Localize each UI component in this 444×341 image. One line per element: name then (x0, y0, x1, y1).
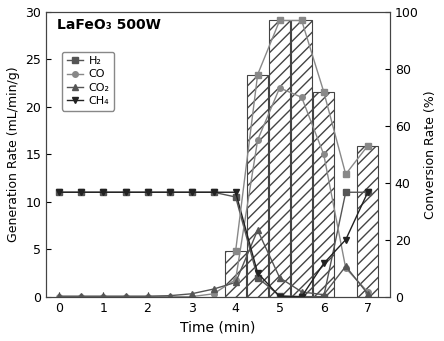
CO₂ (57, 294, 62, 298)
CH₄ (321, 262, 326, 266)
CO (233, 278, 238, 282)
Legend: H₂, CO, CO₂, CH₄: H₂, CO, CO₂, CH₄ (62, 52, 114, 110)
H₂ (255, 276, 260, 280)
CO₂ (321, 293, 326, 297)
H₂ (233, 195, 238, 199)
H₂ (299, 295, 304, 299)
CH₄ (233, 190, 238, 194)
H₂ (123, 190, 128, 194)
Line: H₂: H₂ (57, 190, 371, 299)
CH₄ (79, 190, 84, 194)
H₂ (365, 190, 370, 194)
CH₄ (189, 190, 194, 194)
CH₄ (101, 190, 106, 194)
CO (343, 266, 349, 270)
CO₂ (255, 228, 260, 232)
CO (57, 295, 62, 299)
H₂ (211, 190, 216, 194)
CO (145, 295, 150, 299)
CH₄ (277, 295, 282, 299)
H₂ (145, 190, 150, 194)
Bar (357, 146, 378, 297)
CH₄ (365, 190, 370, 194)
CO₂ (343, 264, 349, 268)
CH₄ (145, 190, 150, 194)
H₂ (321, 295, 326, 299)
CO₂ (101, 294, 106, 298)
CO (277, 86, 282, 90)
H₂ (277, 294, 282, 298)
Bar (225, 251, 246, 297)
CO₂ (233, 280, 238, 284)
CO₂ (189, 292, 194, 296)
CH₄ (211, 190, 216, 194)
CO (365, 290, 370, 294)
CO₂ (277, 276, 282, 280)
CO₂ (79, 294, 84, 298)
Bar (269, 20, 290, 297)
CO₂ (211, 287, 216, 291)
CH₄ (343, 238, 349, 242)
CO (255, 138, 260, 142)
CO₂ (123, 294, 128, 298)
H₂ (343, 190, 349, 194)
CH₄ (255, 271, 260, 275)
Line: CO₂: CO₂ (57, 227, 371, 299)
Text: LaFeO₃ 500W: LaFeO₃ 500W (56, 18, 160, 32)
X-axis label: Time (min): Time (min) (180, 320, 256, 334)
Bar (313, 92, 334, 297)
CH₄ (123, 190, 128, 194)
CO (79, 295, 84, 299)
Y-axis label: Conversion Rate (%): Conversion Rate (%) (424, 90, 437, 219)
CH₄ (57, 190, 62, 194)
CO₂ (145, 294, 150, 298)
CH₄ (167, 190, 172, 194)
CO₂ (299, 290, 304, 294)
CO (123, 295, 128, 299)
H₂ (79, 190, 84, 194)
CO₂ (365, 292, 370, 296)
Y-axis label: Generation Rate (mL/min/g): Generation Rate (mL/min/g) (7, 66, 20, 242)
H₂ (101, 190, 106, 194)
Bar (291, 20, 312, 297)
CO (299, 95, 304, 99)
CO (211, 292, 216, 296)
H₂ (57, 190, 62, 194)
CO (101, 295, 106, 299)
CH₄ (299, 295, 304, 299)
CO (167, 295, 172, 299)
H₂ (167, 190, 172, 194)
CO₂ (167, 294, 172, 298)
Line: CO: CO (57, 85, 371, 299)
CO (321, 152, 326, 156)
Bar (247, 75, 268, 297)
CO (189, 295, 194, 299)
H₂ (189, 190, 194, 194)
Line: CH₄: CH₄ (56, 189, 371, 300)
